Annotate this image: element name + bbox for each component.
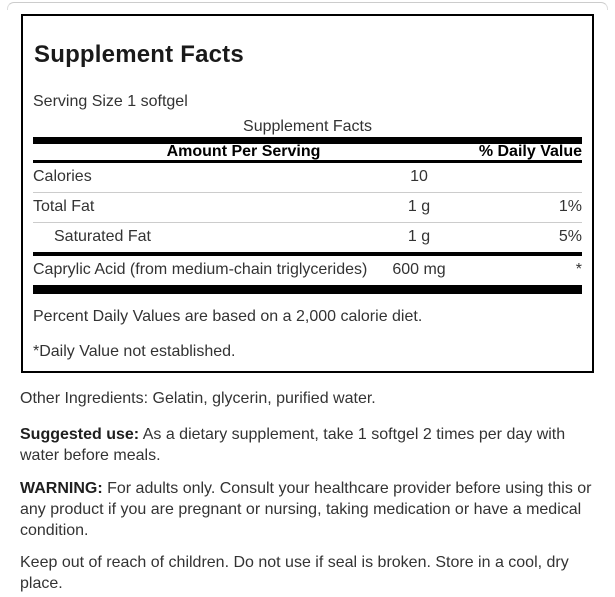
suggested-use-text: Suggested use: As a dietary supplement, … bbox=[20, 424, 605, 466]
amount-per-serving-header: Amount Per Serving bbox=[166, 143, 321, 160]
suggested-use-label: Suggested use: bbox=[20, 426, 140, 443]
warning-label: WARNING: bbox=[20, 480, 103, 497]
table-row-calories: Calories 10 bbox=[33, 163, 582, 193]
nutrient-name: Saturated Fat bbox=[54, 228, 151, 245]
warning-text: WARNING: For adults only. Consult your h… bbox=[20, 478, 605, 541]
suggested-use-body: As a dietary supplement, take 1 softgel … bbox=[20, 426, 566, 464]
thick-divider-top bbox=[33, 137, 582, 144]
storage-note-text: Keep out of reach of children. Do not us… bbox=[20, 554, 569, 592]
nutrient-name: Caprylic Acid (from medium-chain triglyc… bbox=[33, 261, 368, 278]
nutrient-dv: * bbox=[575, 261, 582, 278]
nutrient-name: Calories bbox=[33, 168, 92, 185]
table-row-total-fat: Total Fat 1 g 1% bbox=[33, 193, 582, 223]
table-header-row: Amount Per Serving % Daily Value bbox=[33, 144, 582, 160]
nutrient-amount: 1 g bbox=[407, 198, 431, 215]
other-ingredients-text: Other Ingredients: Gelatin, glycerin, pu… bbox=[20, 390, 376, 407]
nutrient-dv: 1% bbox=[558, 198, 582, 215]
page-top-edge bbox=[7, 2, 608, 10]
nutrient-amount: 10 bbox=[410, 168, 428, 185]
warning-body: For adults only. Consult your healthcare… bbox=[20, 480, 592, 539]
table-row-saturated-fat: Saturated Fat 1 g 5% bbox=[33, 223, 582, 256]
additional-info-section: Other Ingredients: Gelatin, glycerin, pu… bbox=[20, 388, 605, 594]
daily-value-header: % Daily Value bbox=[478, 143, 582, 160]
table-row-caprylic-acid: Caprylic Acid (from medium-chain triglyc… bbox=[33, 256, 582, 294]
table-caption: Supplement Facts bbox=[243, 118, 372, 135]
supplement-facts-panel: Supplement Facts Serving Size 1 softgel … bbox=[21, 14, 594, 373]
nutrient-amount: 1 g bbox=[407, 228, 431, 245]
panel-title: Supplement Facts bbox=[34, 41, 244, 68]
nutrient-amount: 600 mg bbox=[392, 261, 446, 278]
nutrient-name: Total Fat bbox=[33, 198, 95, 215]
daily-value-not-established-footnote: *Daily Value not established. bbox=[33, 343, 236, 360]
header-underline-divider bbox=[33, 160, 582, 163]
serving-size: Serving Size 1 softgel bbox=[33, 93, 188, 110]
nutrient-dv: 5% bbox=[558, 228, 582, 245]
daily-values-footnote: Percent Daily Values are based on a 2,00… bbox=[33, 308, 423, 325]
